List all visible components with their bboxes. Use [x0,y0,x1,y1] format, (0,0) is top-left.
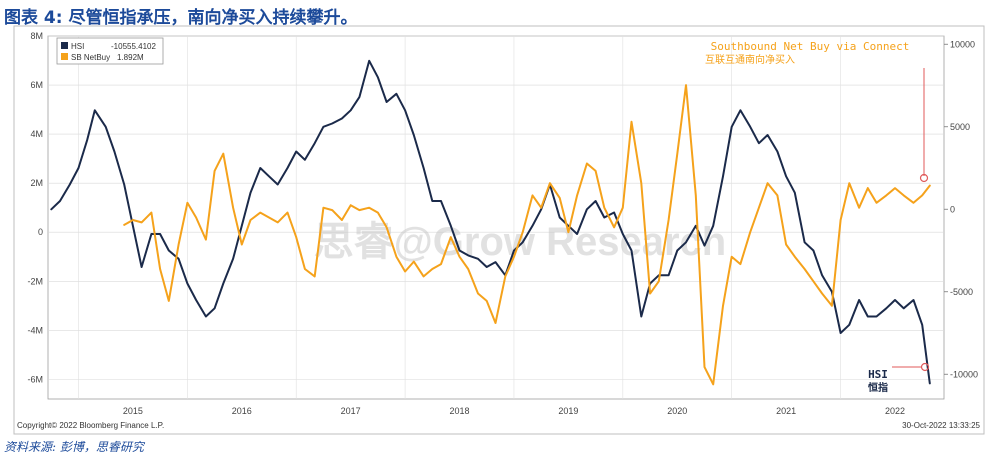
x-tick-label: 2021 [776,406,796,416]
x-tick-label: 2015 [123,406,143,416]
x-tick-label: 2016 [232,406,252,416]
series-line-sb-netbuy [123,84,931,386]
left-tick-label: -2M [28,276,44,286]
series-lines [50,59,931,386]
footer-timestamp: 30-Oct-2022 13:33:25 [902,421,980,430]
legend-swatch-hsi [61,42,68,49]
x-tick-label: 2018 [450,406,470,416]
legend: HSI -10555.4102 SB NetBuy 1.892M [56,37,164,65]
left-tick-label: 2M [30,178,43,188]
right-tick-label: -10000 [950,369,978,379]
x-tick-label: 2019 [558,406,578,416]
left-tick-label: 6M [30,80,43,90]
left-tick-label: -4M [28,325,44,335]
right-tick-label: 0 [950,204,955,214]
legend-value-hsi: -10555.4102 [111,42,156,51]
series-line-hsi [50,59,931,385]
legend-value-sb: 1.892M [117,53,144,62]
right-axis-ticks: -10000 -5000 0 5000 10000 [944,39,978,379]
left-tick-label: -6M [28,374,44,384]
right-tick-label: -5000 [950,287,973,297]
left-tick-label: 0 [38,227,43,237]
left-axis-ticks: -6M -4M -2M 0 2M 4M 6M 8M [28,31,44,384]
x-tick-label: 2022 [885,406,905,416]
source-note: 资料来源: 彭博，思睿研究 [4,440,144,454]
legend-box [56,37,164,65]
chart-title: 图表 4: 尽管恒指承压，南向净买入持续攀升。 [4,8,358,28]
right-tick-label: 5000 [950,122,970,132]
x-axis-ticks: 2015 2016 2017 2018 2019 2020 2021 2022 [123,406,905,416]
left-tick-label: 8M [30,31,43,41]
right-tick-label: 10000 [950,39,975,49]
legend-label-sb: SB NetBuy [71,53,110,62]
annotation-hsi-cn: 恒指 [868,381,888,394]
annotation-hsi-en: HSI [868,368,888,381]
footer-copyright: Copyright© 2022 Bloomberg Finance L.P. [17,421,164,430]
grid-lines [48,35,944,399]
plot-area [47,35,945,400]
x-tick-label: 2017 [341,406,361,416]
annotation-marker-hsi [920,362,930,372]
x-tick-label: 2020 [667,406,687,416]
annotation-marker-sb [919,173,929,183]
legend-swatch-sb [61,53,68,60]
left-tick-label: 4M [30,129,43,139]
annotation-southbound-cn: 互联互通南向净买入 [705,53,795,66]
annotation-southbound-en: Southbound Net Buy via Connect [711,40,910,53]
legend-label-hsi: HSI [71,42,84,51]
